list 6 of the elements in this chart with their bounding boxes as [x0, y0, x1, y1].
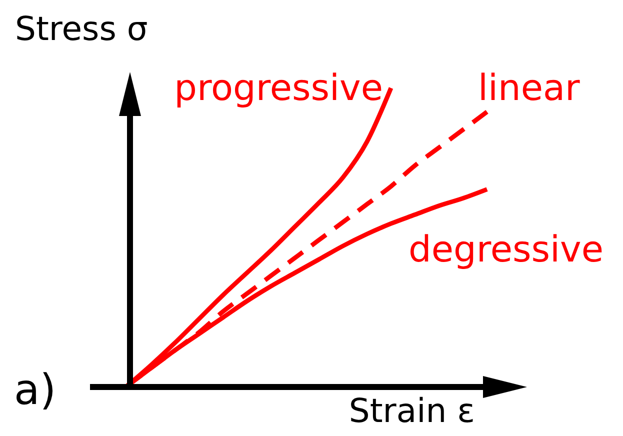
series-label: linear	[478, 68, 580, 109]
series-label: degressive	[408, 229, 604, 270]
text: a)	[14, 365, 56, 414]
x-axis-title: Strain ε	[348, 391, 475, 430]
y-axis-title: Stress σ	[15, 9, 148, 48]
series-label: progressive	[174, 68, 383, 109]
